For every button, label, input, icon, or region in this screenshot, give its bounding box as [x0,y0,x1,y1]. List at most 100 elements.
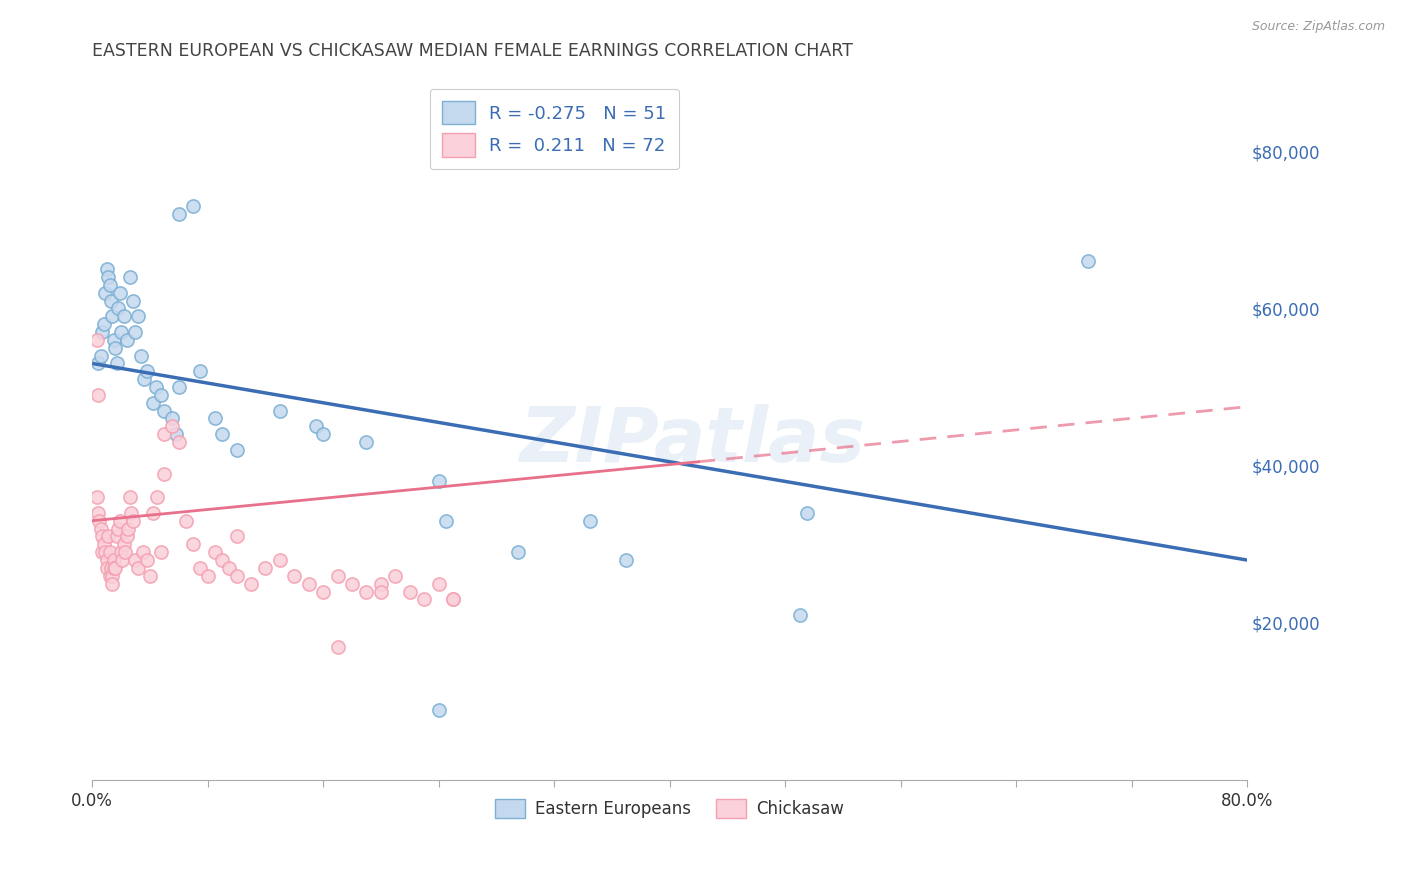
Point [370,576,392,591]
Point [153,427,176,442]
Point [115,333,138,347]
Point [108,285,131,300]
Point [97,269,120,284]
Point [150,545,173,559]
Point [269,553,291,567]
Point [225,529,247,543]
Point [120,506,142,520]
Point [356,435,378,450]
Point [96,553,118,567]
Point [98,545,121,559]
Point [101,310,124,324]
Text: EASTERN EUROPEAN VS CHICKASAW MEDIAN FEMALE EARNINGS CORRELATION CHART: EASTERN EUROPEAN VS CHICKASAW MEDIAN FEM… [93,42,853,60]
Point [87,506,110,520]
Point [165,427,187,442]
Point [305,419,328,434]
Point [312,584,335,599]
Point [167,380,190,394]
Point [240,576,263,591]
Point [150,388,173,402]
Point [124,553,146,567]
Point [427,576,450,591]
Point [190,364,212,378]
Point [104,341,127,355]
Point [579,514,602,528]
Point [89,514,111,528]
Point [107,522,129,536]
Point [94,545,117,559]
Point [98,277,121,292]
Point [114,545,136,559]
Point [105,356,128,370]
Point [384,569,406,583]
Point [103,553,125,567]
Point [181,537,204,551]
Point [96,262,118,277]
Point [181,199,204,213]
Point [90,522,112,536]
Point [1077,254,1099,268]
Point [190,561,212,575]
Point [413,592,436,607]
Point [101,576,124,591]
Point [789,608,811,623]
Point [94,285,117,300]
Point [427,475,450,489]
Point [160,411,183,425]
Point [101,569,124,583]
Point [132,545,155,559]
Point [136,364,159,378]
Point [98,569,121,583]
Point [616,553,638,567]
Point [326,569,349,583]
Point [174,514,197,528]
Point [142,396,165,410]
Point [370,584,392,599]
Point [118,269,141,284]
Text: Source: ZipAtlas.com: Source: ZipAtlas.com [1251,20,1385,33]
Point [160,419,183,434]
Point [91,545,114,559]
Point [167,207,190,221]
Point [340,576,363,591]
Point [153,467,176,481]
Point [225,569,247,583]
Point [312,427,335,442]
Point [326,640,349,654]
Point [100,293,122,308]
Point [111,553,134,567]
Point [124,325,146,339]
Point [441,592,464,607]
Point [441,592,464,607]
Point [108,514,131,528]
Point [86,333,108,347]
Point [225,442,247,457]
Point [97,529,120,543]
Point [107,301,129,316]
Point [211,427,233,442]
Legend: Eastern Europeans, Chickasaw: Eastern Europeans, Chickasaw [489,792,851,825]
Point [103,561,125,575]
Point [298,576,321,591]
Point [91,325,114,339]
Point [427,702,450,716]
Point [121,293,143,308]
Point [204,545,226,559]
Point [117,522,139,536]
Point [136,553,159,567]
Point [197,569,219,583]
Point [204,411,226,425]
Point [356,584,378,599]
Point [146,490,169,504]
Point [153,403,176,417]
Point [434,514,457,528]
Point [93,317,115,331]
Point [145,380,167,394]
Point [218,561,240,575]
Point [115,529,138,543]
Point [129,349,152,363]
Point [134,372,156,386]
Point [398,584,420,599]
Point [110,545,132,559]
Point [283,569,305,583]
